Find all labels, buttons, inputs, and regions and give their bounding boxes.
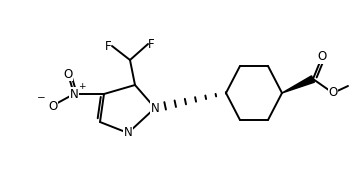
Text: −: − [37, 92, 46, 102]
Text: F: F [105, 39, 112, 52]
Text: O: O [63, 68, 73, 81]
Text: +: + [78, 82, 86, 91]
Text: N: N [70, 87, 78, 100]
Text: O: O [317, 50, 327, 64]
Text: O: O [48, 100, 58, 113]
Polygon shape [282, 76, 314, 93]
Text: N: N [150, 102, 159, 115]
Text: O: O [328, 87, 338, 100]
Text: F: F [148, 37, 155, 50]
Text: N: N [124, 127, 132, 140]
